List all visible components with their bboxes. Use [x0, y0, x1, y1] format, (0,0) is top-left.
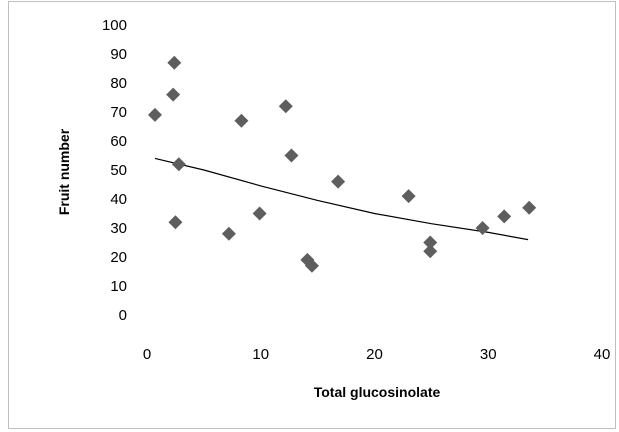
- data-point: [147, 107, 162, 122]
- data-point: [304, 258, 319, 273]
- y-tick-label: 0: [119, 307, 127, 324]
- trendline: [154, 157, 529, 241]
- data-point: [401, 189, 416, 204]
- data-point: [423, 235, 438, 250]
- data-point: [278, 99, 293, 114]
- data-point: [284, 148, 299, 163]
- data-point: [234, 113, 249, 128]
- data-point: [331, 174, 346, 189]
- y-tick-label: 20: [110, 249, 127, 266]
- data-point: [522, 200, 537, 215]
- x-tick-label: 20: [366, 346, 383, 363]
- data-point: [221, 226, 236, 241]
- x-tick-label: 0: [143, 346, 151, 363]
- data-point: [475, 221, 490, 235]
- data-point: [166, 87, 181, 102]
- y-tick-label: 90: [110, 46, 127, 63]
- y-tick-label: 40: [110, 191, 127, 208]
- y-tick-label: 50: [110, 162, 127, 179]
- x-axis-ticks: 0 10 20 30 40: [143, 346, 611, 363]
- y-tick-label: 30: [110, 220, 127, 237]
- y-tick-label: 100: [102, 17, 127, 34]
- y-tick-label: 80: [110, 75, 127, 92]
- y-tick-label: 10: [110, 278, 127, 295]
- y-axis-ticks: 0 10 20 30 40 50 60 70 80 90 100: [102, 17, 127, 324]
- data-point: [252, 206, 267, 221]
- x-tick-label: 40: [594, 346, 611, 363]
- y-axis-title: Fruit number: [56, 128, 72, 215]
- y-tick-label: 70: [110, 104, 127, 121]
- chart-area: [8, 1, 616, 429]
- data-point: [171, 157, 186, 172]
- y-tick-label: 60: [110, 133, 127, 150]
- data-point: [497, 209, 512, 224]
- data-point: [168, 215, 183, 230]
- trendline-group: [154, 157, 529, 241]
- x-tick-label: 10: [252, 346, 269, 363]
- data-point: [423, 244, 438, 259]
- x-tick-label: 30: [480, 346, 497, 363]
- data-point: [167, 55, 182, 70]
- data-points: [147, 55, 537, 273]
- x-axis-title: Total glucosinolate: [314, 384, 441, 400]
